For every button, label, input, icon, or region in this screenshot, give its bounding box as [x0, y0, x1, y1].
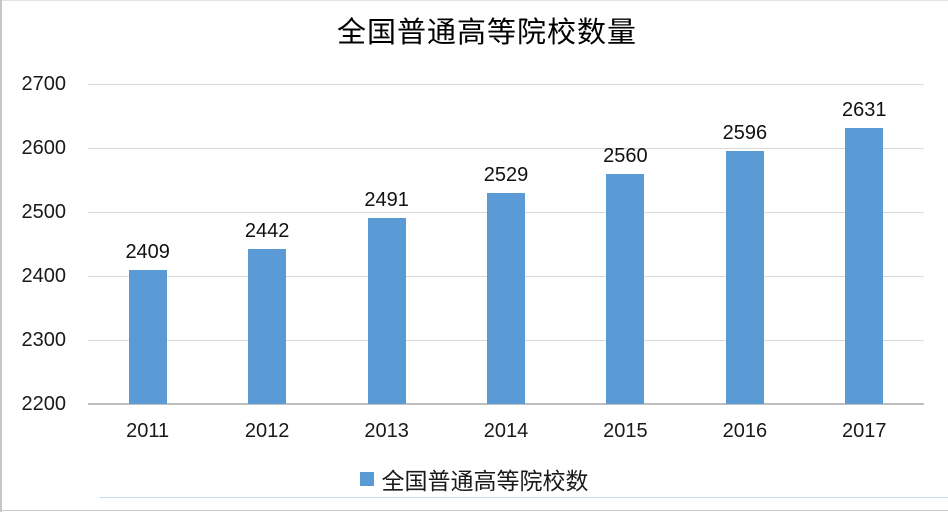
y-axis-tick-label: 2200	[21, 393, 67, 415]
bar-2015	[606, 173, 645, 404]
legend-swatch-icon	[359, 472, 374, 486]
bar-2012	[248, 249, 287, 404]
y-axis-tick-label: 2300	[21, 329, 67, 351]
bar-2017	[845, 128, 884, 404]
bar-2011	[128, 270, 167, 404]
chart-title: 全国普通高等院校数量	[336, 15, 637, 49]
gridline	[88, 148, 924, 149]
bar-value-label: 2491	[364, 188, 409, 211]
bar-2013	[367, 217, 406, 404]
gridline	[88, 84, 924, 85]
x-axis-category-label: 2017	[842, 420, 887, 442]
bar-value-label: 2596	[722, 121, 768, 144]
border-bottom-line	[0, 510, 948, 511]
y-axis-tick-label: 2500	[21, 201, 67, 223]
y-axis-tick-label: 2400	[21, 265, 67, 287]
x-axis-category-label: 2011	[126, 420, 170, 442]
x-axis-category-label: 2014	[483, 420, 529, 442]
x-axis-category-label: 2013	[364, 420, 409, 442]
x-axis-category-label: 2012	[244, 420, 290, 442]
chart-legend: 全国普通高等院校数	[0, 464, 948, 495]
bar-2014	[487, 193, 525, 404]
bar-value-label: 2631	[842, 99, 887, 122]
y-axis-tick-label: 2600	[21, 137, 67, 159]
y-axis-tick-label: 2700	[21, 73, 67, 95]
x-axis-category-label: 2016	[722, 420, 768, 442]
x-axis-line	[88, 403, 924, 405]
legend-series-label: 全国普通高等院校数	[381, 469, 589, 495]
bar-value-label: 2560	[603, 144, 648, 167]
decorative-blue-line	[100, 497, 948, 498]
border-top-line	[0, 0, 948, 1]
bar-2016	[725, 150, 764, 404]
bar-value-label: 2529	[483, 164, 529, 187]
x-axis-category-label: 2015	[603, 420, 648, 442]
border-left-line	[0, 0, 2, 512]
bar-value-label: 2409	[125, 241, 170, 264]
bar-value-label: 2442	[244, 220, 290, 243]
